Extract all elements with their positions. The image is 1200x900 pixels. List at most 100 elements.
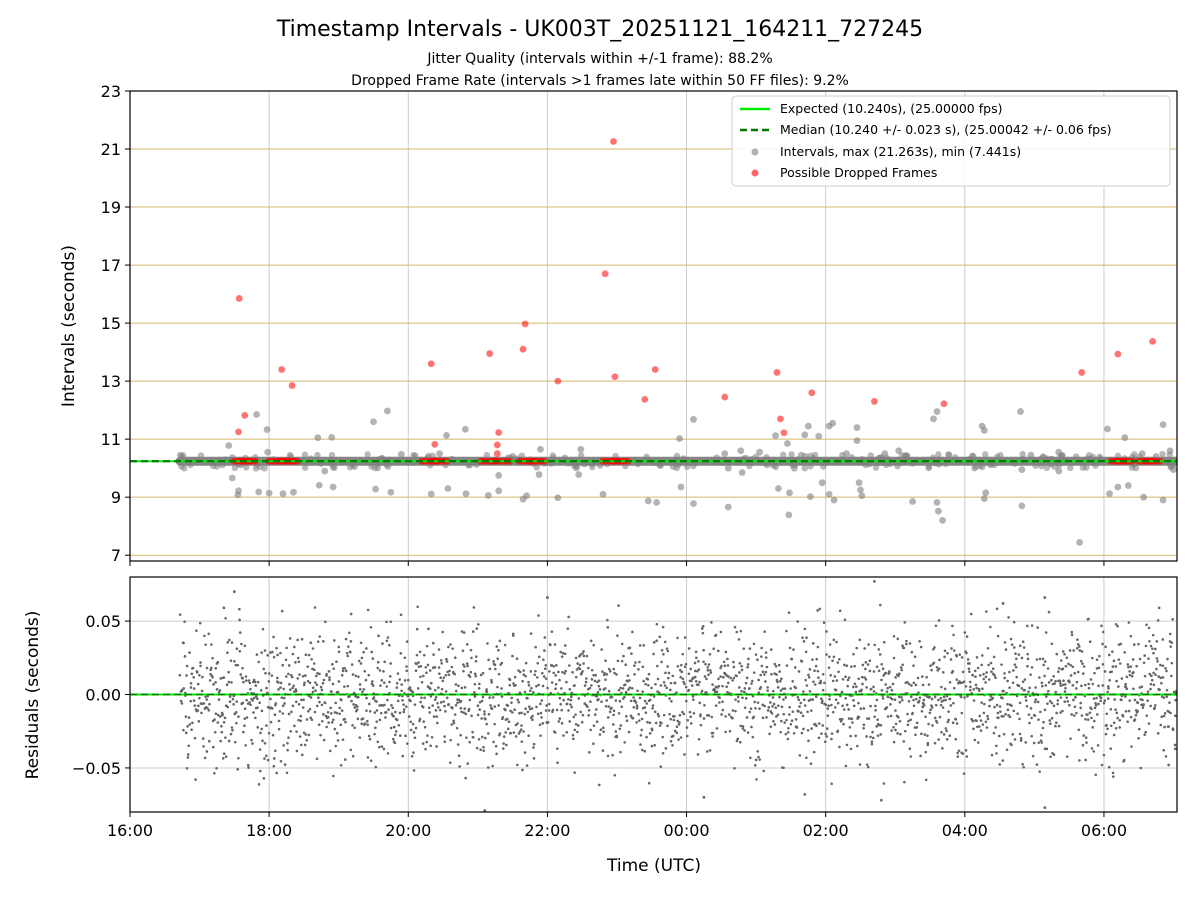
interval-point	[971, 465, 978, 472]
residual-point	[998, 705, 1002, 708]
residual-point	[1145, 714, 1149, 717]
residual-point	[403, 656, 407, 660]
residual-point	[1105, 712, 1109, 716]
residual-point	[1126, 663, 1130, 666]
interval-point	[1067, 464, 1074, 472]
residual-point	[330, 721, 334, 724]
residual-point	[827, 704, 831, 708]
residual-point	[278, 710, 282, 713]
residual-point	[837, 670, 840, 674]
residual-point	[234, 663, 238, 667]
residual-point	[1147, 626, 1151, 630]
residual-point	[514, 683, 517, 687]
residual-point	[1052, 753, 1056, 756]
residual-point	[800, 731, 804, 735]
residual-point	[322, 713, 325, 716]
dropped-frame-point	[521, 320, 529, 328]
residual-point	[1025, 704, 1029, 708]
residual-point	[1055, 652, 1059, 656]
top-y-tick-label: 11	[101, 430, 121, 449]
residual-point	[286, 741, 289, 745]
residual-point	[1081, 672, 1085, 675]
residual-point	[424, 666, 428, 669]
residual-point	[552, 665, 555, 668]
residual-point	[922, 698, 926, 702]
residual-point	[741, 727, 745, 730]
residual-point	[749, 756, 752, 760]
residual-point	[1013, 646, 1016, 649]
residual-point	[1017, 653, 1021, 656]
residual-point	[553, 643, 557, 646]
residual-point	[874, 704, 877, 708]
residual-point	[227, 670, 230, 674]
interval-point	[855, 479, 863, 487]
residual-point	[583, 702, 587, 705]
dropped-frame-point	[493, 450, 501, 458]
residual-point	[899, 666, 903, 669]
residual-point	[388, 674, 392, 678]
residual-point	[476, 704, 480, 708]
residual-point	[892, 725, 895, 729]
residual-point	[1156, 660, 1159, 663]
residual-point	[864, 661, 868, 664]
residual-point	[288, 637, 292, 640]
interval-point	[746, 462, 753, 470]
residual-point	[751, 735, 755, 739]
residual-point	[245, 716, 249, 719]
residual-point	[249, 687, 252, 691]
residual-point	[686, 734, 689, 738]
residual-point	[389, 726, 393, 730]
residual-point	[902, 740, 906, 743]
residual-point	[199, 661, 202, 664]
residual-point	[930, 697, 934, 701]
residual-point	[386, 636, 390, 639]
residual-point	[785, 718, 788, 722]
residual-point	[304, 733, 308, 736]
residual-point	[500, 687, 503, 690]
residual-point	[598, 733, 602, 736]
interval-point	[387, 488, 395, 496]
residual-point	[979, 719, 983, 722]
residual-point	[524, 661, 528, 665]
residual-point	[605, 699, 608, 702]
residual-point	[867, 717, 871, 720]
residual-point	[463, 686, 467, 689]
residual-point	[405, 640, 409, 643]
residual-point	[864, 667, 867, 671]
residual-point	[228, 700, 232, 703]
residual-point	[937, 738, 940, 741]
residual-point	[939, 703, 943, 707]
residual-point	[877, 669, 881, 673]
residual-point	[1069, 663, 1072, 667]
residual-point	[804, 678, 807, 682]
residual-point	[1041, 657, 1045, 661]
residual-point	[1158, 688, 1161, 692]
residual-point	[426, 663, 430, 667]
residual-point	[783, 687, 787, 690]
residual-point	[893, 698, 897, 702]
residual-point	[265, 724, 268, 727]
residual-point	[230, 726, 234, 729]
residual-point	[1159, 723, 1163, 727]
residual-point	[333, 711, 337, 714]
residual-point	[1136, 709, 1139, 713]
residual-point	[690, 679, 693, 683]
residual-point	[487, 658, 490, 662]
residual-point	[757, 755, 760, 759]
residual-point	[830, 782, 833, 786]
residual-point	[254, 716, 257, 720]
residual-point	[696, 753, 700, 756]
residual-point	[711, 731, 715, 735]
residual-point	[962, 772, 966, 775]
residual-point	[1138, 657, 1142, 661]
residual-point	[994, 676, 997, 680]
residual-point	[562, 734, 565, 737]
residual-point	[315, 704, 319, 708]
residual-point	[945, 694, 949, 698]
residual-point	[642, 679, 645, 683]
residual-point	[829, 674, 832, 677]
residual-point	[1007, 616, 1010, 619]
residual-point	[637, 712, 641, 716]
residual-point	[868, 659, 872, 663]
